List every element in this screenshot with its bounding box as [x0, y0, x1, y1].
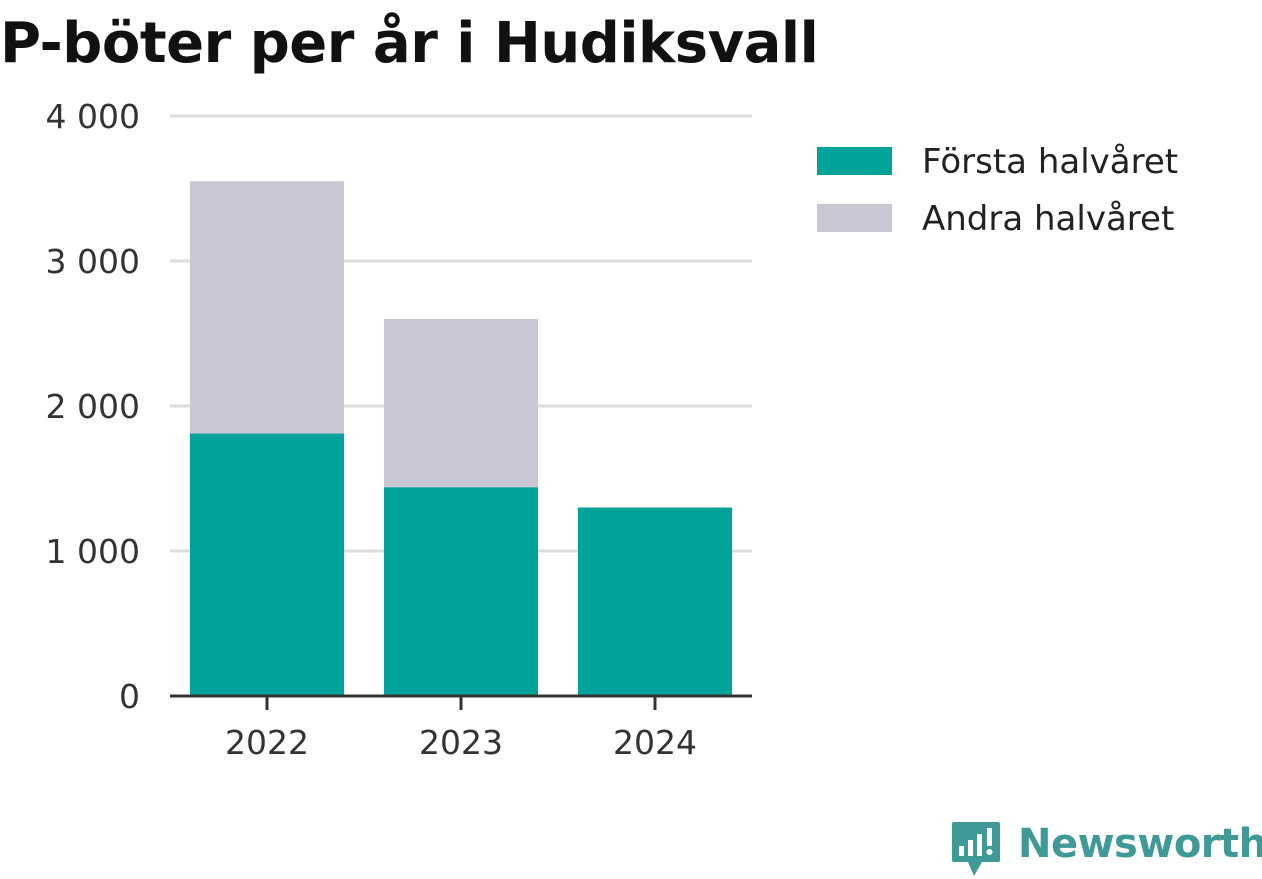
x-tick-label: 2023	[419, 723, 503, 762]
x-tick-label: 2024	[613, 723, 697, 762]
x-tick-label: 2022	[225, 723, 309, 762]
y-tick-label: 4 000	[46, 97, 140, 136]
chat-bars-icon	[952, 822, 1000, 876]
y-tick-label: 3 000	[46, 242, 140, 281]
y-tick-label: 1 000	[46, 532, 140, 571]
x-axis: 2022 2023 2024	[170, 694, 752, 762]
legend-swatch	[817, 204, 892, 232]
legend-label: Första halvåret	[922, 142, 1178, 182]
bar-2023-series-2	[384, 319, 538, 488]
newsworthy-logo: Newsworthy	[950, 818, 1262, 878]
y-axis: 0 1 000 2 000 3 000 4 000	[46, 97, 140, 716]
bars	[190, 181, 732, 696]
legend-swatch	[817, 147, 892, 175]
legend-label: Andra halvåret	[922, 199, 1174, 239]
bar-2024-series-1	[578, 507, 732, 696]
y-tick-label: 0	[119, 677, 140, 716]
bar-2022-series-2	[190, 181, 344, 434]
legend: Första halvåret Andra halvåret	[817, 142, 1178, 239]
chart-title: P-böter per år i Hudiksvall	[0, 11, 819, 76]
y-tick-label: 2 000	[46, 387, 140, 426]
logo-text: Newsworthy	[1018, 821, 1262, 867]
bar-2023-series-1	[384, 487, 538, 696]
bar-2022-series-1	[190, 433, 344, 696]
